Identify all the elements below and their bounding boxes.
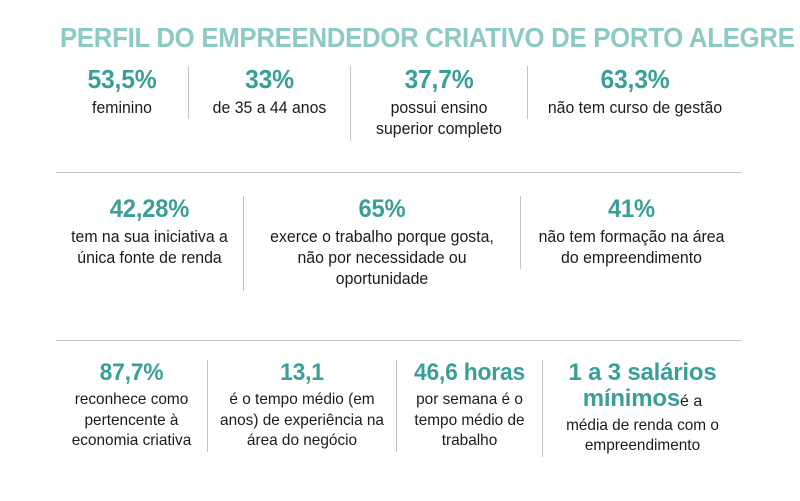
stat-cell: 65% exerce o trabalho porque gosta, não … <box>243 196 520 291</box>
stat-cell: 87,7% reconhece como pertencente à econo… <box>56 360 207 452</box>
stat-cell: 46,6 horas por semana é o tempo médio de… <box>396 360 542 452</box>
stat-cell: 1 a 3 salários mínimosé a média de renda… <box>542 360 742 457</box>
stat-number: 33% <box>245 64 294 94</box>
stat-number-inline: 1 a 3 salários mínimosé a <box>549 360 736 412</box>
stat-cell: 37,7% possui ensino superior completo <box>350 64 527 141</box>
page-title: PERFIL DO EMPREENDEDOR CRIATIVO DE PORTO… <box>60 22 795 53</box>
stats-row-1: 53,5% feminino 33% de 35 a 44 anos 37,7%… <box>56 64 742 171</box>
stat-number: 87,7% <box>99 359 164 386</box>
stat-description: exerce o trabalho porque gosta, não por … <box>270 228 494 289</box>
divider-horizontal-1 <box>56 172 742 173</box>
stat-description: reconhece como pertencente à economia cr… <box>71 391 192 450</box>
stat-number: 63,3% <box>600 64 670 94</box>
stat-description: média de renda com o empreendimento <box>566 416 719 455</box>
stat-description: tem na sua iniciativa a única fonte de r… <box>71 228 228 268</box>
stat-cell: 41% não tem formação na área do empreend… <box>520 195 742 270</box>
divider-horizontal-2 <box>56 340 742 341</box>
stat-cell: 63,3% não tem curso de gestão <box>527 64 742 120</box>
stat-description: não tem curso de gestão <box>547 99 723 118</box>
stat-description: de 35 a 44 anos <box>212 99 327 118</box>
stat-cell: 13,1 é o tempo médio (em anos) de experi… <box>207 360 396 452</box>
stat-number: 41% <box>608 195 655 223</box>
stat-description: não tem formação na área do empreendimen… <box>538 228 725 268</box>
stat-cell: 42,28% tem na sua iniciativa a única fon… <box>56 196 243 269</box>
stat-number: 37,7% <box>404 64 474 94</box>
stats-row-2: 42,28% tem na sua iniciativa a única fon… <box>56 196 742 339</box>
stat-number: 46,6 horas <box>414 359 525 386</box>
stat-number: 53,5% <box>87 64 157 94</box>
stats-row-3: 87,7% reconhece como pertencente à econo… <box>56 360 742 500</box>
stat-number: 1 a 3 salários mínimos <box>568 359 717 412</box>
stat-description: feminino <box>92 99 152 118</box>
stat-number: 13,1 <box>280 359 324 386</box>
stat-number: 65% <box>358 195 406 223</box>
stat-description: possui ensino superior completo <box>376 99 502 139</box>
stat-description: é o tempo médio (em anos) de experiência… <box>220 391 384 450</box>
stat-cell: 33% de 35 a 44 anos <box>188 64 350 120</box>
stat-cell: 53,5% feminino <box>56 64 188 119</box>
stat-number: 42,28% <box>109 195 190 223</box>
stat-number-tail: é a <box>680 392 703 410</box>
stat-description: por semana é o tempo médio de trabalho <box>414 391 525 450</box>
